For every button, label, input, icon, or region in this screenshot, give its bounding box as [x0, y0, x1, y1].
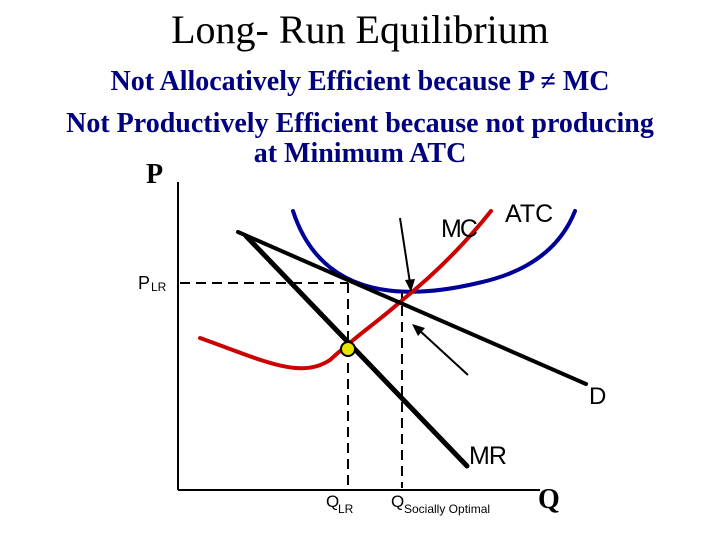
quantity-socially-optimal-label: Q Socially Optimal [391, 492, 490, 516]
quantity-so-sub: Socially Optimal [404, 502, 490, 516]
price-lr-label: P LR [138, 273, 167, 294]
quantity-lr-label: Q LR [326, 492, 354, 516]
quantity-lr-sub: LR [338, 502, 354, 516]
arrow-to-min-atc [399, 217, 415, 292]
price-lr-sub: LR [151, 280, 167, 294]
atc-curve [291, 209, 577, 294]
subtitle-line-3: at Minimum ATC [253, 138, 467, 169]
subtitle-line-2: Not Productively Efficient because not p… [66, 108, 654, 139]
price-lr-main: P [138, 273, 150, 293]
x-axis-label: Q [538, 484, 560, 515]
y-axis-label: P [146, 159, 163, 190]
atc-label: ATC [505, 200, 553, 228]
quantity-so-main: Q [391, 492, 404, 511]
mr-curve [243, 233, 470, 469]
arrow-to-demand [412, 324, 469, 376]
demand-curve [236, 230, 588, 386]
demand-label: D [589, 383, 606, 410]
mc-curve [198, 209, 493, 371]
mr-label: MR [469, 442, 506, 470]
mc-label: MC [441, 215, 478, 243]
page-title: Long- Run Equilibrium [171, 7, 549, 52]
equilibrium-point [340, 341, 356, 357]
subtitle-line-1: Not Allocatively Efficient because P ≠ M… [110, 66, 610, 97]
quantity-lr-main: Q [326, 492, 339, 511]
